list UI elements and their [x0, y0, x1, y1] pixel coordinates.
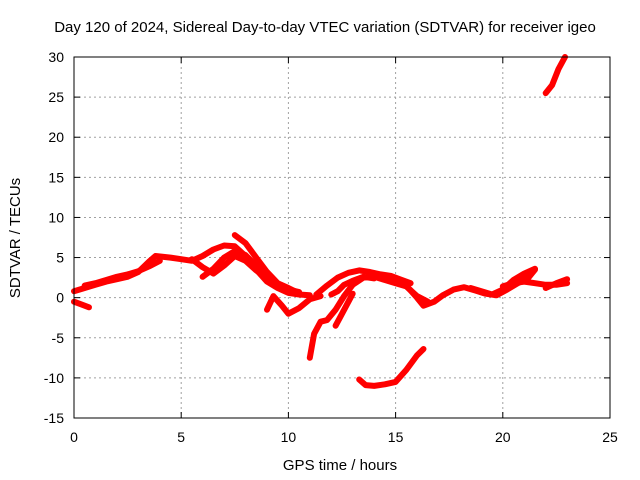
y-axis-label: SDTVAR / TECUs: [7, 178, 24, 298]
y-tick-label: 0: [56, 290, 64, 306]
x-axis-label: GPS time / hours: [283, 457, 397, 474]
series-track-16: [542, 276, 571, 291]
y-tick-label: -10: [44, 370, 64, 386]
y-tick-label: 25: [48, 89, 64, 105]
series-track-6: [231, 232, 298, 295]
x-tick-label: 15: [388, 429, 404, 445]
chart-title: Day 120 of 2024, Sidereal Day-to-day VTE…: [54, 19, 596, 36]
grid: [74, 57, 610, 418]
x-tick-label: 5: [177, 429, 185, 445]
series-track-17: [542, 54, 568, 97]
x-tick-label: 0: [70, 429, 78, 445]
y-tick-label: -15: [44, 410, 64, 426]
axes: 0 5 10 15 20 25 -15 -10 -5 0 5 10 15 20 25 30: [44, 49, 618, 445]
series-track-7: [264, 293, 324, 317]
series-track-14: [467, 265, 538, 298]
series-track-10: [328, 273, 378, 298]
y-tick-label: 5: [56, 250, 64, 266]
series-track-12: [356, 346, 427, 389]
x-tick-label: 10: [281, 429, 297, 445]
x-tick-label: 20: [495, 429, 511, 445]
x-tick-label: 25: [602, 429, 618, 445]
y-tick-label: 15: [48, 169, 64, 185]
series-track-2: [71, 298, 92, 311]
y-tick-label: 30: [48, 49, 64, 65]
series-track-9: [313, 267, 414, 298]
series-track-3: [81, 257, 163, 289]
series-track-11: [332, 290, 356, 329]
series-track-1: [71, 242, 313, 299]
y-tick-label: 20: [48, 129, 64, 145]
plot-frame: [73, 56, 611, 419]
y-tick-label: -5: [52, 330, 65, 346]
y-tick-label: 10: [48, 209, 64, 225]
data-series: [71, 54, 571, 389]
